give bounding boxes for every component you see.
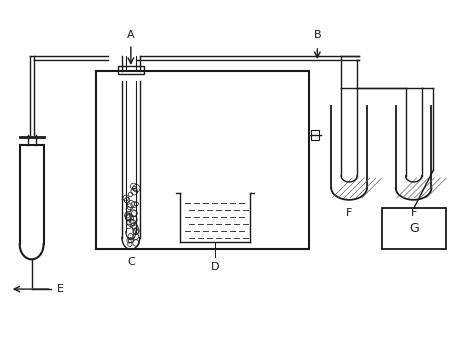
Text: D: D (211, 262, 219, 272)
Text: F: F (346, 208, 352, 218)
Text: B: B (313, 30, 321, 40)
Bar (118, 66, 144, 74)
Text: C: C (127, 257, 135, 267)
Text: F: F (410, 208, 417, 218)
Text: E: E (56, 284, 64, 294)
Text: A: A (127, 30, 135, 40)
Text: G: G (409, 222, 419, 235)
Bar (311, 130, 319, 140)
Bar (382, 208, 447, 250)
